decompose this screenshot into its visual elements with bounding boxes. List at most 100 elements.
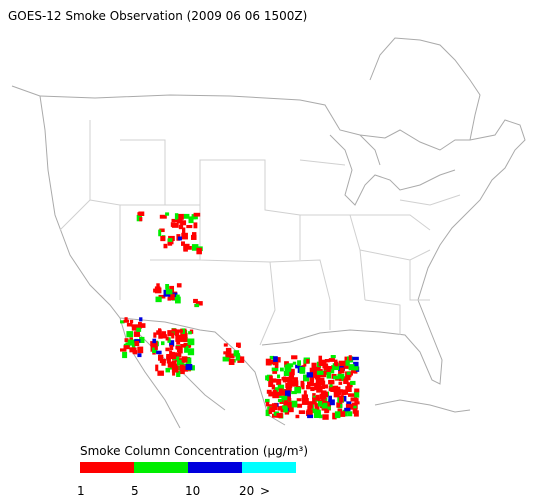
smoke-pixel — [326, 372, 332, 379]
smoke-pixel — [334, 361, 339, 367]
smoke-pixel — [158, 354, 164, 361]
smoke-pixel — [306, 385, 311, 390]
smoke-pixel — [283, 406, 288, 413]
smoke-pixel — [348, 364, 355, 371]
smoke-pixel — [167, 361, 174, 368]
smoke-pixel — [154, 345, 158, 350]
smoke-pixel — [348, 393, 355, 397]
smoke-pixel — [165, 347, 170, 352]
smoke-pixel — [353, 410, 359, 417]
smoke-pixel — [316, 378, 322, 385]
smoke-pixel — [177, 236, 182, 241]
smoke-pixel — [167, 238, 173, 242]
smoke-pixel — [339, 396, 344, 403]
smoke-pixel — [174, 213, 179, 220]
smoke-pixel — [294, 386, 302, 394]
smoke-pixel — [183, 244, 187, 251]
smoke-pixel — [328, 395, 332, 403]
smoke-pixel — [331, 365, 339, 370]
smoke-pixel — [265, 401, 270, 407]
smoke-pixel — [316, 385, 321, 390]
smoke-pixel — [166, 354, 171, 360]
smoke-pixel — [152, 347, 158, 354]
legend: 1 5 10 20 > — [77, 462, 296, 498]
smoke-pixel — [120, 348, 127, 352]
smoke-pixel — [158, 229, 162, 237]
smoke-pixel — [125, 342, 131, 348]
smoke-pixel — [339, 411, 346, 417]
smoke-pixel — [129, 347, 136, 353]
legend-swatch — [80, 462, 134, 473]
smoke-pixel — [156, 350, 162, 355]
smoke-pixel — [161, 341, 165, 346]
smoke-pixel — [301, 398, 309, 405]
smoke-pixel — [266, 389, 272, 394]
smoke-pixel — [165, 284, 170, 290]
smoke-pixel — [285, 390, 291, 397]
smoke-pixel — [137, 346, 144, 354]
smoke-pixel — [182, 227, 186, 234]
legend-title: Smoke Column Concentration (μg/m³) — [80, 444, 308, 458]
smoke-pixel — [284, 411, 290, 415]
smoke-pixel — [184, 345, 189, 353]
cuba — [374, 399, 471, 413]
smoke-pixel — [222, 356, 230, 362]
smoke-pixel — [228, 358, 235, 365]
smoke-pixel — [311, 362, 317, 369]
smoke-pixel — [348, 355, 352, 361]
smoke-pixel — [169, 340, 175, 347]
smoke-pixel — [129, 319, 134, 324]
smoke-pixel — [319, 414, 323, 419]
smoke-pixel — [292, 380, 299, 387]
smoke-pixel — [167, 337, 171, 343]
smoke-pixel — [343, 377, 349, 385]
smoke-pixel — [333, 375, 340, 380]
smoke-pixel — [123, 319, 130, 323]
smoke-pixel — [169, 350, 173, 356]
northern-border — [39, 37, 481, 151]
smoke-pixel — [277, 384, 285, 391]
smoke-pixel — [278, 412, 283, 419]
smoke-pixel — [313, 367, 321, 372]
smoke-pixel — [289, 372, 295, 379]
smoke-pixel — [350, 403, 354, 408]
legend-swatch — [242, 462, 296, 473]
smoke-pixel — [139, 317, 143, 322]
smoke-pixel — [181, 232, 188, 240]
smoke-pixel — [316, 370, 324, 375]
smoke-pixel — [281, 395, 288, 401]
smoke-pixel — [167, 242, 173, 246]
smoke-pixel — [126, 323, 133, 327]
smoke-pixel — [176, 219, 183, 224]
smoke-pixel — [159, 358, 166, 364]
smoke-pixel — [317, 400, 323, 407]
smoke-pixel — [310, 386, 315, 392]
smoke-pixel — [269, 355, 275, 360]
smoke-pixel — [167, 330, 173, 337]
smoke-pixel — [333, 386, 341, 393]
legend-swatch — [134, 462, 188, 473]
smoke-pixel — [175, 353, 180, 357]
smoke-pixel — [174, 331, 180, 336]
smoke-pixel — [177, 366, 181, 371]
smoke-pixel — [268, 409, 273, 415]
legend-label: 5 — [131, 484, 139, 498]
smoke-pixel — [124, 338, 129, 343]
smoke-pixel — [131, 324, 139, 331]
smoke-pixel — [183, 213, 190, 219]
smoke-pixel — [183, 342, 191, 348]
smoke-pixel — [329, 383, 333, 388]
legend-swatch — [188, 462, 242, 473]
smoke-pixel — [124, 317, 128, 321]
smoke-pixel — [223, 343, 228, 347]
smoke-pixel — [126, 331, 134, 338]
smoke-pixel — [295, 414, 300, 419]
smoke-pixel — [265, 398, 270, 403]
smoke-pixel — [314, 375, 320, 380]
smoke-pixel — [177, 348, 181, 352]
smoke-pixel — [138, 211, 145, 217]
legend-label: > — [260, 484, 270, 498]
smoke-pixel — [277, 374, 281, 379]
smoke-pixel — [321, 397, 328, 402]
smoke-pixel — [303, 374, 310, 382]
